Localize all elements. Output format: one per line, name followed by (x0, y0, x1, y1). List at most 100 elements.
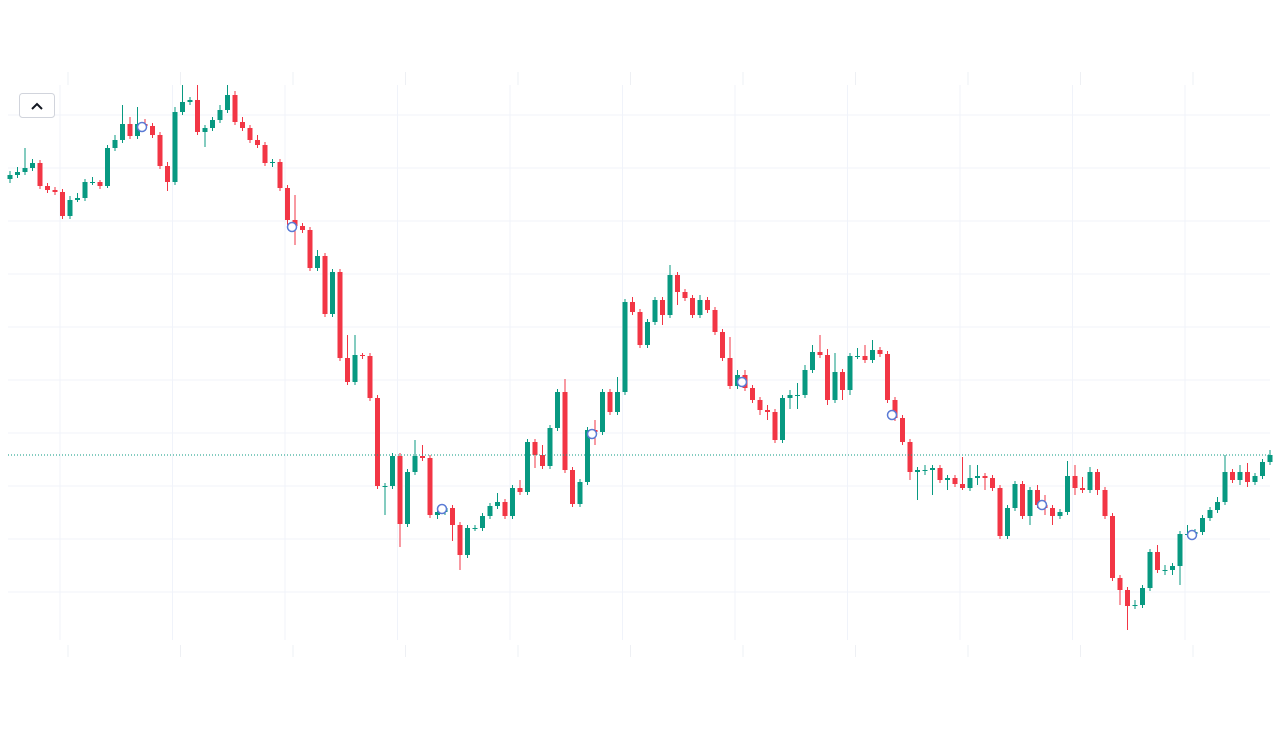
candle-body (487, 506, 493, 516)
candle-body (525, 442, 530, 492)
candle-body (787, 395, 793, 398)
candle-body (577, 482, 583, 504)
candle-body (112, 140, 118, 148)
candle-body (975, 476, 980, 478)
candle-body (60, 192, 65, 216)
candle-body (240, 122, 245, 128)
candle-body (915, 470, 920, 472)
candle-body (780, 398, 785, 440)
candle-body (1125, 590, 1130, 606)
candle-body (930, 468, 935, 470)
candle-body (952, 478, 958, 484)
candle-body (645, 322, 650, 345)
candle-body (937, 468, 943, 480)
candle-body (615, 392, 620, 412)
candle-body (832, 372, 838, 400)
candle-body (892, 400, 898, 418)
candle-body (390, 456, 395, 486)
candle-body (135, 124, 140, 136)
candle-body (862, 356, 868, 360)
candle-body (67, 200, 73, 216)
collapse-button[interactable] (19, 93, 55, 118)
candle-body (765, 410, 770, 412)
candle-body (1027, 490, 1033, 516)
candle-body (630, 302, 635, 312)
candle-body (817, 352, 823, 355)
candle-body (1260, 462, 1265, 476)
candle-body (480, 516, 485, 528)
candle-body (690, 298, 695, 315)
candle-body (547, 428, 553, 466)
candle-body (885, 354, 890, 400)
candle-body (840, 372, 845, 390)
candle-body (120, 124, 125, 140)
candle-body (682, 292, 688, 298)
candle-body (720, 332, 725, 358)
candle-body (277, 162, 283, 188)
candle-body (472, 528, 478, 529)
candle-body (802, 370, 808, 395)
candle-body (82, 182, 88, 198)
caret-icon (31, 102, 43, 110)
candle-body (600, 392, 605, 432)
candle-body (1050, 508, 1055, 516)
candle-body (907, 442, 913, 472)
candle-body (1095, 472, 1100, 490)
candle-body (270, 162, 275, 163)
candle-body (1147, 552, 1153, 588)
candle-body (637, 312, 643, 345)
candle-body (1237, 472, 1243, 480)
candle-body (1215, 502, 1220, 510)
candle-body (45, 186, 50, 190)
candle-body (1222, 472, 1228, 502)
candle-body (382, 486, 388, 487)
candle-body (1102, 490, 1108, 516)
candle-body (997, 488, 1003, 536)
candle-body (1140, 588, 1145, 605)
candle-body (922, 470, 928, 471)
candle-body (15, 172, 20, 175)
candle-body (195, 100, 200, 132)
candle-body (1177, 534, 1183, 566)
candle-body (510, 488, 515, 516)
candle-body (1080, 488, 1085, 490)
candle-body (150, 126, 155, 135)
candle-body (967, 478, 973, 488)
candle-body (1005, 508, 1010, 536)
candle-body (375, 398, 380, 486)
candle-body (397, 456, 403, 524)
candle-body (465, 528, 470, 555)
candle-body (300, 226, 305, 230)
candle-body (22, 168, 28, 172)
candle-body (420, 456, 425, 458)
candle-body (90, 182, 95, 183)
grid (8, 72, 1270, 657)
candle-body (52, 190, 58, 192)
candle-body (1035, 490, 1040, 505)
candle-body (712, 310, 718, 332)
candle-body (225, 95, 230, 110)
candle-body (285, 188, 290, 220)
candle-body (757, 400, 763, 410)
candle-body (810, 352, 815, 370)
candle-body (517, 488, 523, 492)
candle-body (210, 120, 215, 128)
candle-body (352, 355, 358, 382)
candle-body (652, 300, 658, 322)
candle-body (330, 272, 335, 314)
candle-body (1012, 484, 1018, 508)
event-marker (886, 409, 898, 421)
candle-body (180, 102, 185, 112)
candle-body (1117, 578, 1123, 590)
button-box[interactable] (19, 93, 55, 118)
candle-body (877, 350, 883, 354)
candle-body (232, 95, 238, 122)
candle-body (187, 100, 193, 102)
candle-body (1230, 472, 1235, 480)
candle-body (585, 430, 590, 482)
candle-body (337, 272, 343, 358)
candle-body (172, 112, 178, 182)
event-marker (436, 503, 448, 515)
candle-body (675, 275, 680, 292)
